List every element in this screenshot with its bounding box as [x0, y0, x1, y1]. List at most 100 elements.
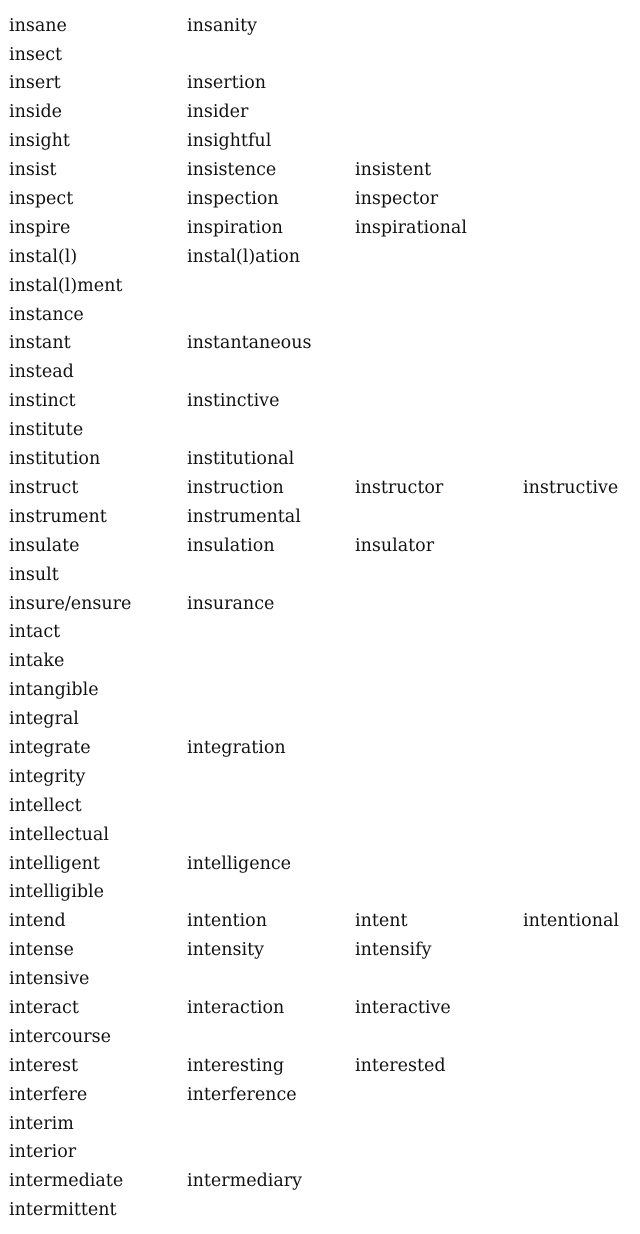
headword: inside — [9, 102, 63, 123]
derived-word: instructive — [523, 477, 619, 498]
headword: instal(l)ment — [9, 275, 123, 296]
headword: intangible — [9, 680, 99, 701]
headword: institution — [9, 449, 101, 470]
headword: insulate — [9, 535, 80, 556]
word-family-row: instruct instruction instructor instructive — [9, 474, 633, 503]
derived-word: instrumental — [187, 506, 301, 527]
headword: insect — [9, 44, 63, 65]
word-family-row: integrate integration — [9, 734, 633, 763]
headword: integral — [9, 709, 79, 730]
word-family-row: instrument instrumental — [9, 503, 633, 532]
derived-word: instinctive — [187, 391, 280, 412]
headword: instruct — [9, 477, 79, 498]
derived-word: inspection — [187, 189, 279, 210]
derived-word: inspector — [355, 189, 439, 210]
headword: interior — [9, 1142, 77, 1163]
word-family-row: intermittent — [9, 1197, 633, 1226]
word-family-row: inspire inspiration inspirational — [9, 214, 633, 243]
word-family-row: instal(l)ment — [9, 272, 633, 301]
headword: inspire — [9, 217, 71, 238]
word-family-row: integrity — [9, 763, 633, 792]
derived-word: institutional — [187, 449, 295, 470]
word-family-row: insult — [9, 561, 633, 590]
derived-word: insulation — [187, 535, 275, 556]
word-family-row: interest interesting interested — [9, 1052, 633, 1081]
headword: interim — [9, 1113, 74, 1134]
word-family-row: intense intensity intensify — [9, 937, 633, 966]
headword: instance — [9, 304, 84, 325]
word-family-row: intercourse — [9, 1023, 633, 1052]
derived-word: insistence — [187, 160, 277, 181]
headword: intelligible — [9, 882, 105, 903]
word-family-row: insist insistence insistent — [9, 156, 633, 185]
headword: insist — [9, 160, 57, 181]
word-family-row: institution institutional — [9, 445, 633, 474]
derived-word: insider — [187, 102, 249, 123]
word-family-row: intact — [9, 619, 633, 648]
derived-word: intensify — [355, 940, 432, 961]
derived-word: interesting — [187, 1055, 285, 1076]
headword: intellectual — [9, 824, 109, 845]
derived-word: intermediary — [187, 1171, 303, 1192]
word-family-row: institute — [9, 416, 633, 445]
word-family-row: insure/ensure insurance — [9, 590, 633, 619]
word-family-row: integral — [9, 705, 633, 734]
word-family-row: insert insertion — [9, 70, 633, 99]
word-family-row: intellectual — [9, 821, 633, 850]
headword: interact — [9, 997, 79, 1018]
word-family-row: inspect inspection inspector — [9, 185, 633, 214]
word-family-row: instant instantaneous — [9, 330, 633, 359]
headword: interfere — [9, 1084, 88, 1105]
headword: intellect — [9, 795, 82, 816]
derived-word: intelligence — [187, 853, 292, 874]
derived-word: insistent — [355, 160, 432, 181]
word-family-row: intelligible — [9, 879, 633, 908]
word-family-row: inside insider — [9, 99, 633, 128]
derived-word: interaction — [187, 997, 285, 1018]
word-family-row: interim — [9, 1110, 633, 1139]
word-family-row: insulate insulation insulator — [9, 532, 633, 561]
word-family-row: instinct instinctive — [9, 388, 633, 417]
headword: insure/ensure — [9, 593, 132, 614]
derived-word: interested — [355, 1055, 446, 1076]
word-family-row: instead — [9, 359, 633, 388]
headword: intensive — [9, 969, 90, 990]
derived-word: instruction — [187, 477, 284, 498]
word-family-row: interior — [9, 1139, 633, 1168]
headword: intact — [9, 622, 61, 643]
headword: intend — [9, 911, 66, 932]
word-family-row: instance — [9, 301, 633, 330]
derived-word: insightful — [187, 131, 272, 152]
derived-word: instal(l)ation — [187, 246, 301, 267]
derived-word: instantaneous — [187, 333, 312, 354]
word-family-row: instal(l) instal(l)ation — [9, 243, 633, 272]
derived-word: interference — [187, 1084, 297, 1105]
headword: instrument — [9, 506, 107, 527]
derived-word: interactive — [355, 997, 451, 1018]
headword: instant — [9, 333, 71, 354]
headword: interest — [9, 1055, 78, 1076]
derived-word: intent — [355, 911, 408, 932]
derived-word: insertion — [187, 73, 267, 94]
word-family-table: insane insanity insect insert insertion insid… — [9, 12, 633, 1225]
headword: integrity — [9, 766, 86, 787]
headword: intake — [9, 651, 65, 672]
headword: instinct — [9, 391, 76, 412]
headword: insert — [9, 73, 61, 94]
derived-word: insanity — [187, 15, 258, 36]
word-family-row: intermediate intermediary — [9, 1168, 633, 1197]
derived-word: integration — [187, 737, 286, 758]
headword: intermittent — [9, 1200, 117, 1221]
word-family-row: intend intention intent intentional — [9, 908, 633, 937]
headword: instal(l) — [9, 246, 78, 267]
headword: inspect — [9, 189, 74, 210]
derived-word: inspiration — [187, 217, 283, 238]
derived-word: inspirational — [355, 217, 467, 238]
word-family-row: intelligent intelligence — [9, 850, 633, 879]
derived-word: instructor — [355, 477, 444, 498]
derived-word: insurance — [187, 593, 275, 614]
word-family-row: intake — [9, 648, 633, 677]
headword: institute — [9, 420, 84, 441]
word-family-row: intensive — [9, 965, 633, 994]
headword: insult — [9, 564, 59, 585]
